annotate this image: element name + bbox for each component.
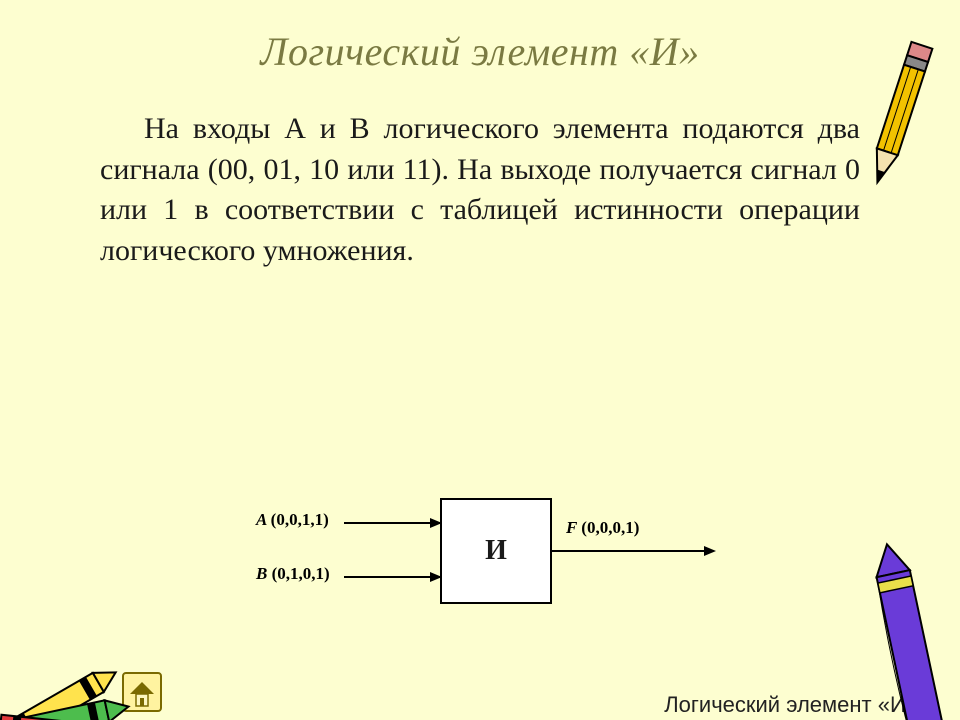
input-a-values: (0,0,1,1): [271, 510, 329, 529]
input-b-label: B (0,1,0,1): [256, 564, 330, 584]
gate-box: И: [440, 498, 552, 604]
input-a-label: A (0,0,1,1): [256, 510, 329, 530]
crayons-decoration: [0, 608, 168, 720]
input-b-name: B: [256, 564, 267, 583]
output-values: (0,0,0,1): [581, 518, 639, 537]
output-name: F: [566, 518, 577, 537]
slide-title: Логический элемент «И»: [0, 28, 960, 75]
wire-a: [344, 522, 440, 524]
input-a-name: A: [256, 510, 266, 529]
crayon-right-decoration: [854, 538, 960, 720]
wire-b: [344, 576, 440, 578]
wire-out-arrow: [704, 546, 716, 556]
body-paragraph: На входы А и В логического элемента пода…: [100, 109, 860, 271]
input-b-values: (0,1,0,1): [272, 564, 330, 583]
output-label: F (0,0,0,1): [566, 518, 639, 538]
gate-label: И: [485, 535, 507, 566]
wire-out: [548, 550, 708, 552]
logic-gate-diagram: A (0,0,1,1) B (0,1,0,1) F (0,0,0,1) И: [256, 460, 736, 640]
pencil-decoration: [858, 36, 942, 196]
